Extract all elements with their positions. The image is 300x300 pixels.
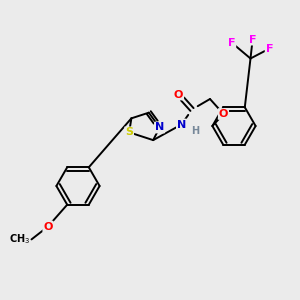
Text: H: H (191, 125, 200, 136)
Text: N: N (177, 119, 186, 130)
Text: O: O (174, 89, 183, 100)
Text: CH$_3$: CH$_3$ (9, 232, 30, 246)
Text: O: O (43, 221, 53, 232)
Text: F: F (266, 44, 273, 54)
Text: F: F (228, 38, 236, 48)
Text: S: S (125, 127, 133, 137)
Text: N: N (155, 122, 164, 133)
Text: O: O (219, 109, 228, 119)
Text: F: F (249, 34, 256, 45)
